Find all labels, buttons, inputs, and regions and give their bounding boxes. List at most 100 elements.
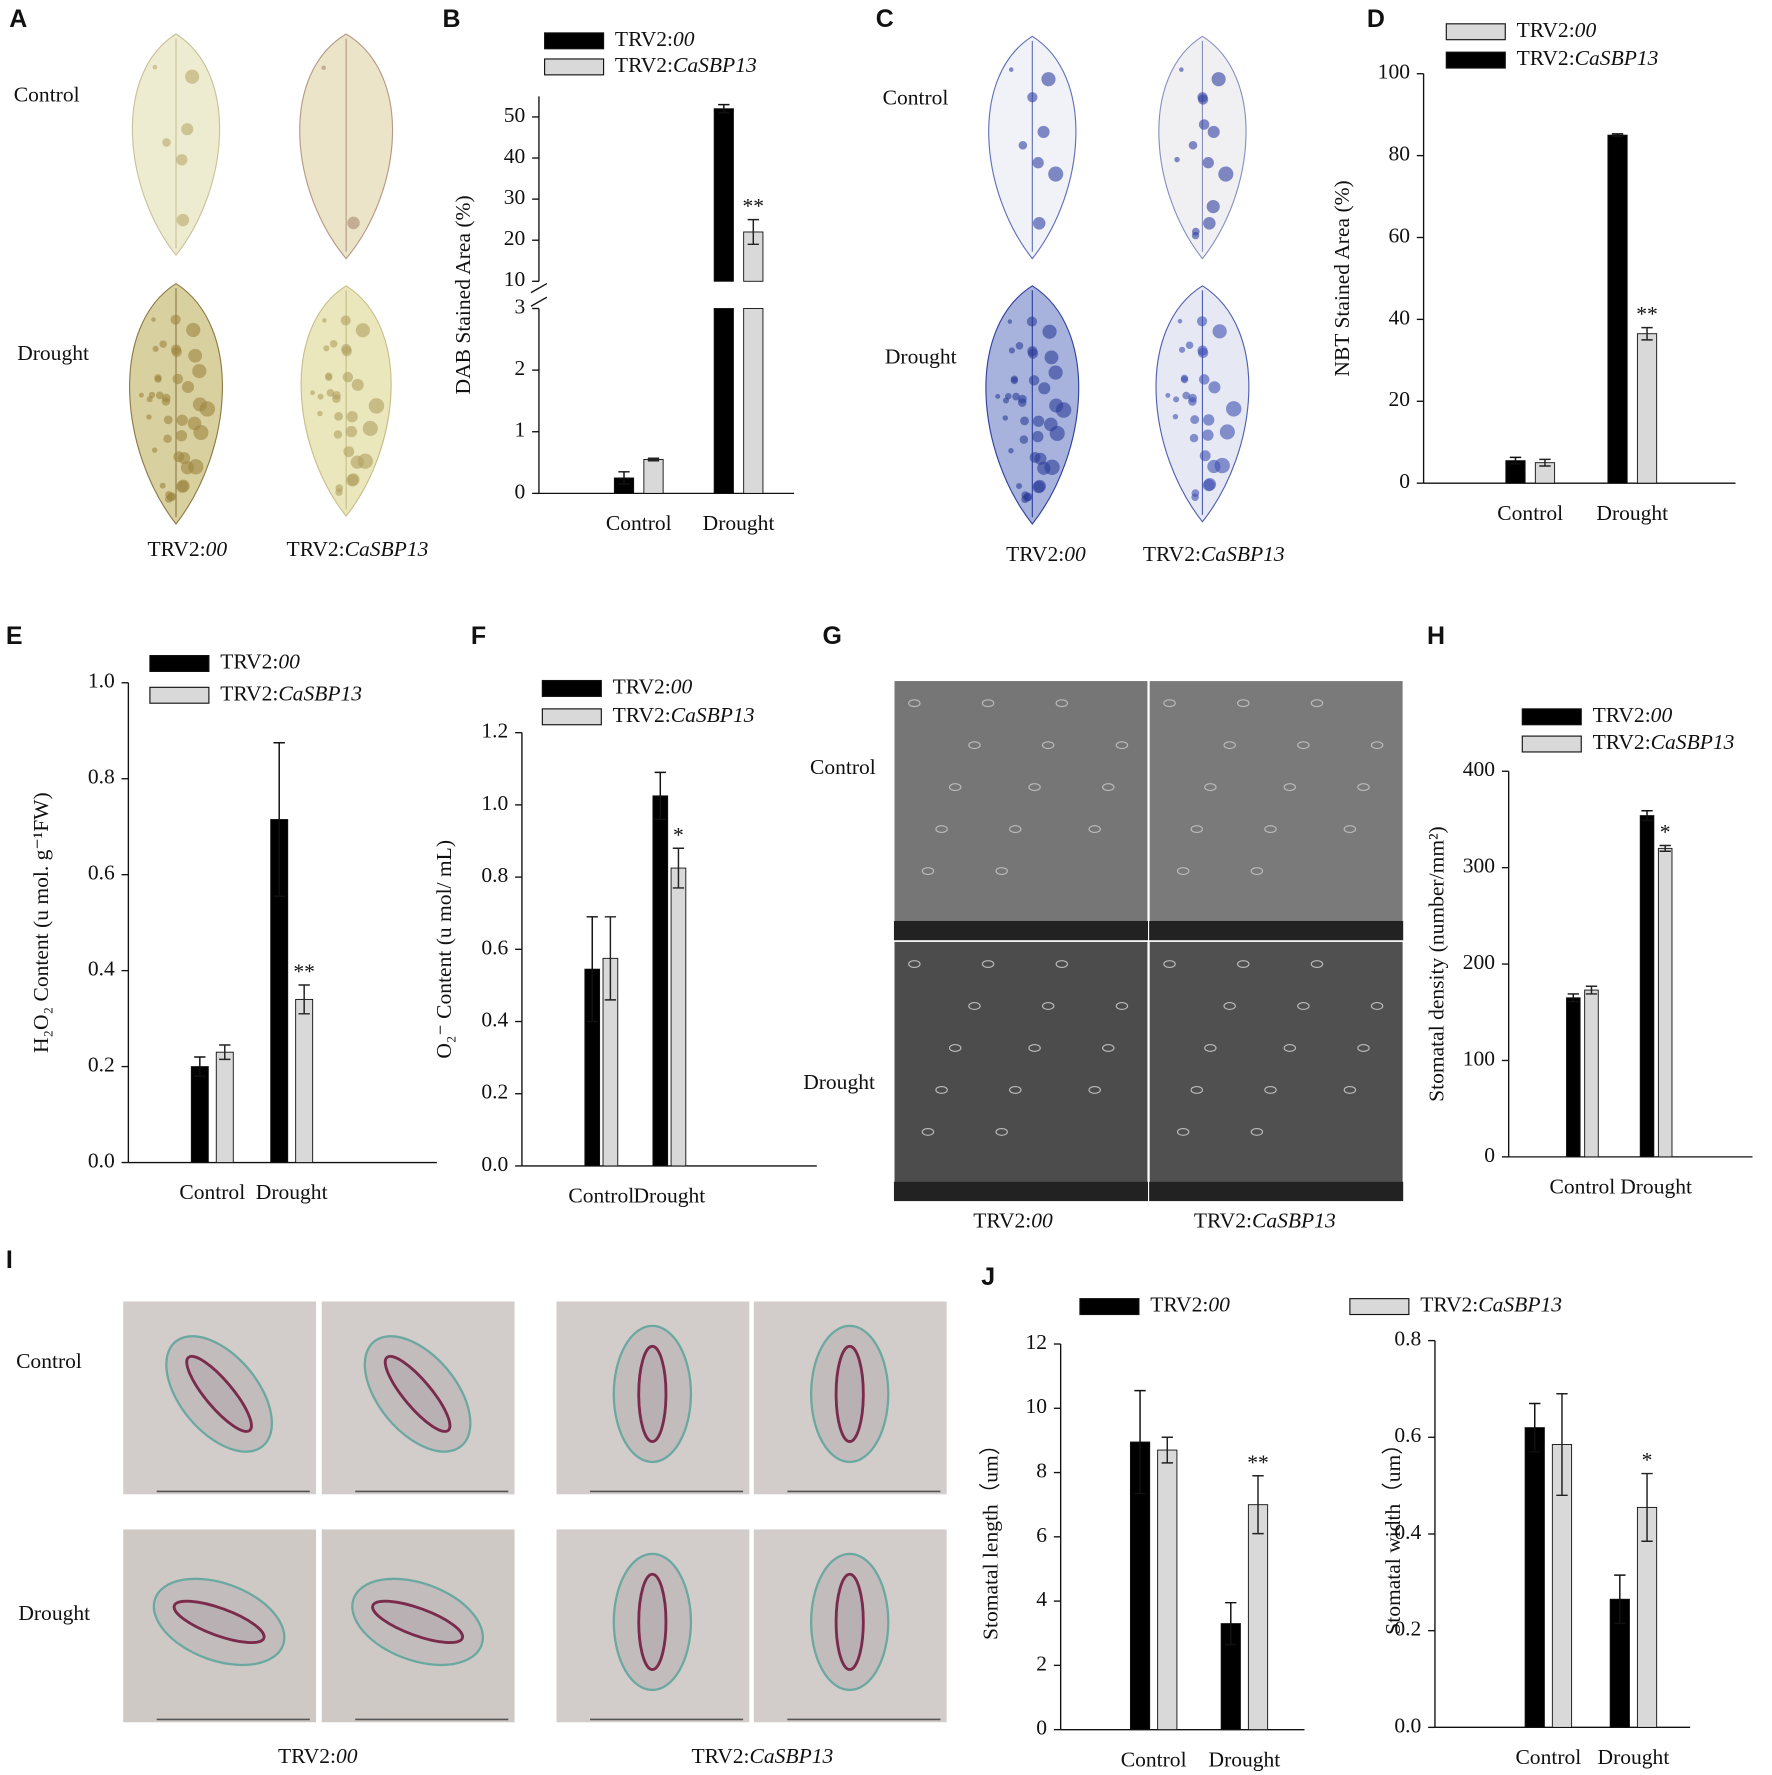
bar <box>1247 1504 1269 1731</box>
y-tick-label: 0.6 <box>481 935 508 959</box>
x-tick-label: Drought <box>633 1184 705 1208</box>
leaf-stain <box>334 411 344 421</box>
leaf-stain <box>1023 492 1033 502</box>
leaf-stain <box>1189 433 1199 443</box>
y-tick-label: 1.2 <box>481 719 508 743</box>
leaf-stain <box>340 315 351 326</box>
y-tick-label: 0.0 <box>481 1152 508 1176</box>
bar <box>643 459 664 494</box>
error-bar <box>273 742 285 898</box>
leaf-stain <box>1015 342 1024 350</box>
sem-stoma <box>968 1002 981 1010</box>
y-axis-label: DAB Stained Area (%) <box>451 195 475 394</box>
y-tick-label: 4 <box>1036 1587 1047 1611</box>
error-bar <box>298 984 310 1015</box>
y-tick-label: 0.0 <box>1394 1713 1421 1737</box>
y-tick-label: 60 <box>1388 223 1410 247</box>
stoma-pore <box>637 1572 668 1671</box>
leaf-stain <box>1214 457 1230 474</box>
legend-label: TRV2:00 <box>1150 1293 1230 1317</box>
y-axis-label: Stomatal width（um） <box>1381 1433 1405 1635</box>
y-tick-label: 0.2 <box>1394 1617 1421 1641</box>
sem-stoma <box>1283 783 1297 792</box>
y-tick-label: 100 <box>1378 60 1410 84</box>
y-tick-label: 0 <box>1484 1143 1495 1167</box>
column-label: TRV2:00 <box>148 537 228 561</box>
sem-stoma <box>1223 741 1236 750</box>
y-tick-label: 3 <box>515 294 526 318</box>
leaf-stain <box>1020 416 1029 426</box>
leaf-stain <box>161 393 171 403</box>
y-tick-label: 10 <box>504 267 526 291</box>
stoma-pore <box>172 1599 266 1645</box>
leaf-stain <box>341 346 352 357</box>
bar <box>1524 1427 1545 1728</box>
sem-stoma <box>1297 741 1310 750</box>
bar <box>1584 989 1599 1158</box>
leaf-stain <box>1010 376 1019 385</box>
sem-stoma <box>1041 1002 1055 1010</box>
column-label: TRV2:00 <box>1006 542 1086 566</box>
leaf-stain <box>192 364 207 379</box>
y-tick-label: 2 <box>515 356 526 380</box>
error-bar <box>747 218 759 246</box>
leaf-stain <box>346 474 359 487</box>
sem-stoma <box>948 783 962 792</box>
sem-stoma <box>1009 1085 1022 1094</box>
sem-stoma <box>1163 960 1176 969</box>
error-bar <box>647 457 660 462</box>
leaf-stain <box>310 390 316 396</box>
leaf-stain <box>1032 217 1046 230</box>
leaf-stain <box>188 459 204 475</box>
column-label: TRV2:00 <box>973 1209 1053 1233</box>
leaf-stain <box>1197 347 1209 359</box>
row-label: Control <box>16 1349 82 1373</box>
leaf-stain <box>1202 479 1215 492</box>
sem-stoma <box>981 699 995 708</box>
bar <box>1157 1449 1178 1731</box>
bar <box>215 1051 234 1163</box>
error-bar <box>194 1056 206 1077</box>
y-axis-label: O₂⁻ Content (u mol/ mL) <box>432 840 456 1059</box>
significance-label: * <box>673 823 684 847</box>
leaf-stain <box>176 213 190 227</box>
panel-letter: H <box>1427 622 1445 650</box>
legend-swatch <box>149 654 210 673</box>
error-bar <box>1641 326 1653 341</box>
error-bar <box>718 103 730 114</box>
x-tick-label: Control <box>1497 501 1563 525</box>
y-tick-label: 30 <box>504 185 526 209</box>
bar <box>295 998 314 1163</box>
leaf-stain <box>159 482 166 489</box>
sem-stoma <box>1250 867 1264 876</box>
leaf-stain <box>1018 140 1028 150</box>
panel-letter: E <box>6 622 23 650</box>
leaf-stain <box>1049 398 1064 413</box>
sem-stoma <box>1028 783 1041 792</box>
y-axis-label: H₂O₂ Content (u mol. g⁻¹FW) <box>29 792 53 1053</box>
error-bar <box>1567 993 1579 1003</box>
sem-stoma <box>1370 1002 1384 1010</box>
x-tick-label: Drought <box>1620 1175 1692 1199</box>
y-tick-label: 40 <box>1388 305 1410 329</box>
y-tick-label: 200 <box>1463 950 1495 974</box>
sem-image <box>1148 940 1404 1202</box>
legend-swatch <box>544 32 605 50</box>
error-bar <box>604 916 617 1001</box>
x-tick-label: Drought <box>1598 1745 1670 1769</box>
sem-stoma <box>1115 741 1129 750</box>
sem-stoma <box>1115 1002 1129 1010</box>
sem-stoma <box>1204 1044 1217 1052</box>
leaf-stain <box>1002 415 1009 421</box>
y-tick-label: 0.6 <box>88 861 115 885</box>
sem-stoma <box>1190 1085 1204 1094</box>
leaf-stain <box>355 323 370 338</box>
stoma-pore <box>383 1354 452 1433</box>
significance-label: ** <box>743 194 765 218</box>
leaf-stain <box>1188 140 1198 150</box>
row-label: Control <box>810 755 876 779</box>
error-bar <box>1161 1436 1173 1464</box>
y-tick-label: 400 <box>1463 757 1495 781</box>
row-label: Drought <box>803 1070 875 1094</box>
